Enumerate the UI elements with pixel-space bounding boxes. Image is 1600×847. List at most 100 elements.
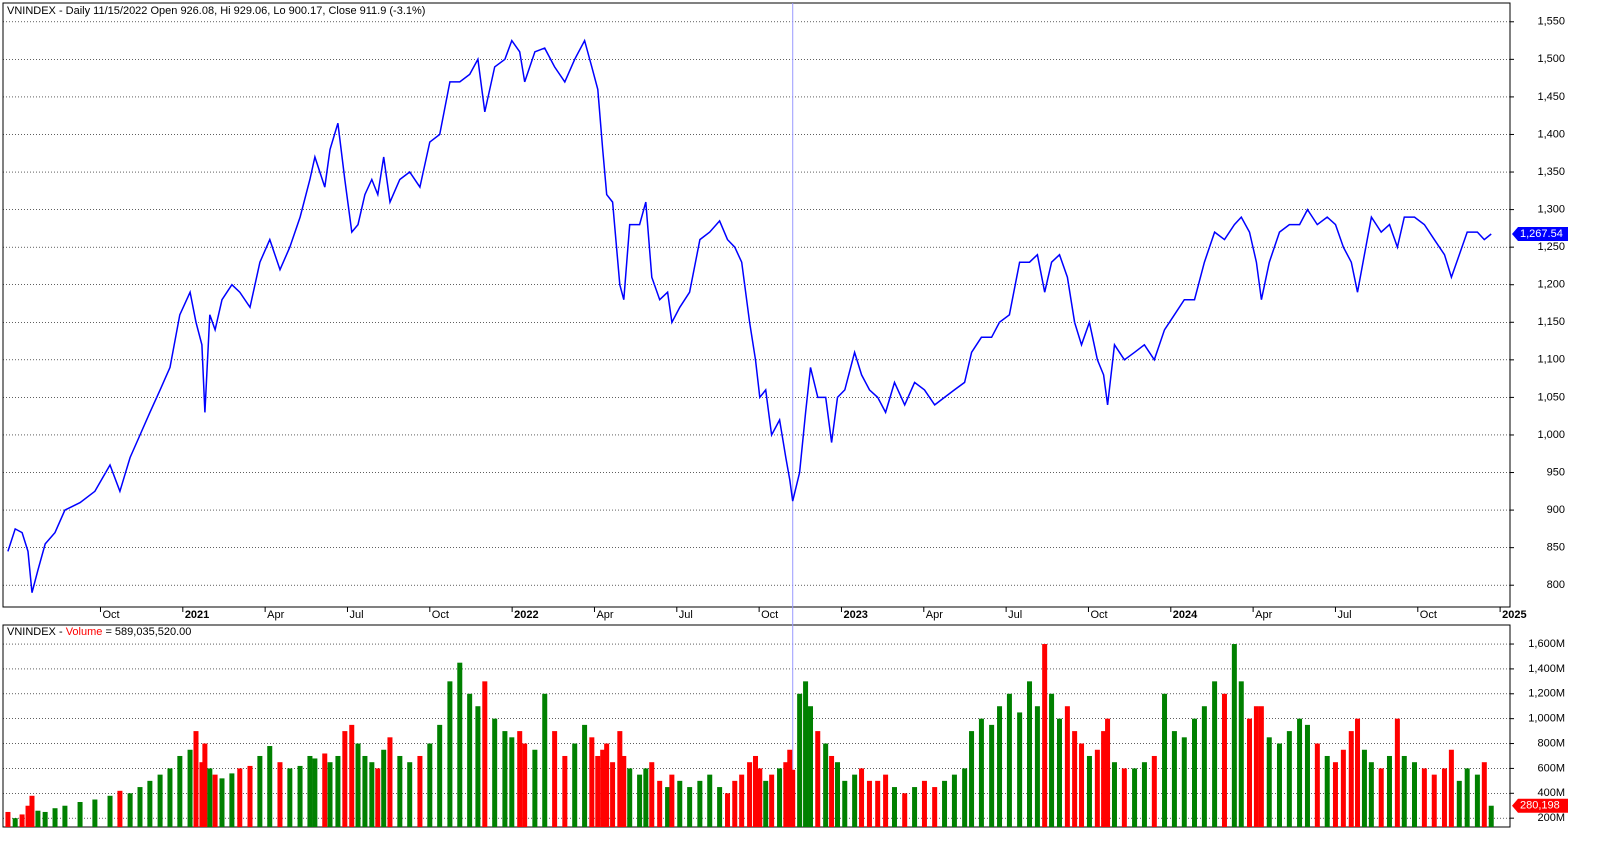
y-tick-label: 600M (1537, 762, 1565, 774)
volume-bar (902, 793, 908, 827)
volume-bar (1171, 731, 1177, 827)
volume-bar (717, 787, 723, 827)
volume-bar (604, 743, 610, 827)
volume-bar (753, 755, 759, 827)
volume-bar (1247, 718, 1253, 827)
volume-bar (1456, 780, 1462, 827)
volume-bar (687, 787, 693, 827)
volume-bar (1192, 718, 1198, 827)
volume-bar (475, 706, 481, 827)
x-tick-label: 2023 (843, 609, 867, 621)
volume-bar (1304, 724, 1310, 827)
volume-bar (147, 780, 153, 827)
volume-bar (1231, 644, 1237, 827)
last-price-box (1512, 226, 1568, 241)
x-tick-label: 2025 (1502, 609, 1526, 621)
x-tick-label: Jul (679, 609, 693, 621)
volume-bar (312, 758, 318, 827)
volume-bar (815, 731, 821, 827)
volume-bar (107, 795, 113, 827)
volume-bar (883, 774, 889, 827)
volume-bar (267, 746, 273, 827)
volume-bar (969, 731, 975, 827)
volume-bar (757, 768, 763, 827)
volume-bar (5, 811, 11, 827)
volume-bar (866, 780, 872, 827)
x-tick-label: 2024 (1173, 609, 1198, 621)
x-tick-label: Oct (1090, 609, 1107, 621)
y-tick-label: 1,600M (1528, 638, 1565, 650)
last-price-label: 1,267.54 (1520, 228, 1563, 240)
volume-bar (582, 724, 588, 827)
volume-bar (1181, 737, 1187, 827)
volume-bar (437, 724, 443, 827)
volume-bar (732, 780, 738, 827)
volume-bar (859, 768, 865, 827)
volume-bar (1378, 768, 1384, 827)
volume-bar (1132, 768, 1138, 827)
volume-bar (1314, 743, 1320, 827)
y-tick-label: 1,200M (1528, 688, 1565, 700)
volume-bar (823, 743, 829, 827)
volume-bar (951, 774, 957, 827)
volume-bar (335, 755, 341, 827)
volume-bar (287, 768, 293, 827)
x-tick-label: Oct (761, 609, 778, 621)
volume-bar (1253, 706, 1259, 827)
volume-bar (1386, 755, 1392, 827)
y-tick-label: 1,000M (1528, 713, 1565, 725)
volume-bar (842, 780, 848, 827)
volume-bar (697, 780, 703, 827)
x-tick-label: Jul (349, 609, 363, 621)
volume-bar (677, 780, 683, 827)
volume-bar (447, 681, 453, 827)
volume-bar (803, 681, 809, 827)
volume-bar (1448, 749, 1454, 827)
volume-bar (1101, 731, 1107, 827)
volume-bar (1258, 706, 1264, 827)
volume-bar (1064, 706, 1070, 827)
volume-bar (932, 787, 938, 827)
volume-bar (307, 755, 313, 827)
volume-bar (912, 787, 918, 827)
volume-bar (1094, 749, 1100, 827)
volume-bar (875, 780, 881, 827)
volume-bar (1368, 762, 1374, 827)
volume-bar (457, 662, 463, 827)
volume-bar (532, 749, 538, 827)
price-line (7, 38, 1492, 593)
volume-bar (1072, 731, 1078, 827)
y-tick-label: 1,000 (1537, 429, 1565, 441)
volume-bar (637, 774, 643, 827)
volume-bar (502, 731, 508, 827)
volume-bar (117, 790, 123, 827)
volume-bar (777, 768, 783, 827)
volume-bar (167, 768, 173, 827)
x-tick-label: Oct (1420, 609, 1437, 621)
volume-bar (643, 768, 649, 827)
y-tick-label: 800 (1547, 579, 1565, 591)
volume-bar (1049, 693, 1055, 827)
volume-bar (1340, 749, 1346, 827)
x-tick-label: 2022 (514, 609, 538, 621)
volume-bar (769, 774, 775, 827)
volume-bar (572, 743, 578, 827)
volume-bar (35, 810, 41, 827)
volume-bar (707, 774, 713, 827)
volume-bar (237, 768, 243, 827)
y-tick-label: 800M (1537, 737, 1565, 749)
volume-bar (229, 773, 235, 827)
chart-title: VNINDEX - Daily 11/15/2022 Open 926.08, … (7, 5, 425, 17)
volume-bar (1017, 712, 1023, 827)
last-volume-box (1512, 798, 1568, 813)
volume-bar (77, 801, 83, 827)
volume-bar (1141, 762, 1147, 827)
volume-bar (1238, 681, 1244, 827)
volume-title: VNINDEX - Volume = 589,035,520.00 (7, 626, 191, 638)
volume-bar (1421, 768, 1427, 827)
volume-bar (482, 681, 488, 827)
volume-bar (349, 724, 355, 827)
volume-bar (942, 780, 948, 827)
volume-bar (1121, 768, 1127, 827)
